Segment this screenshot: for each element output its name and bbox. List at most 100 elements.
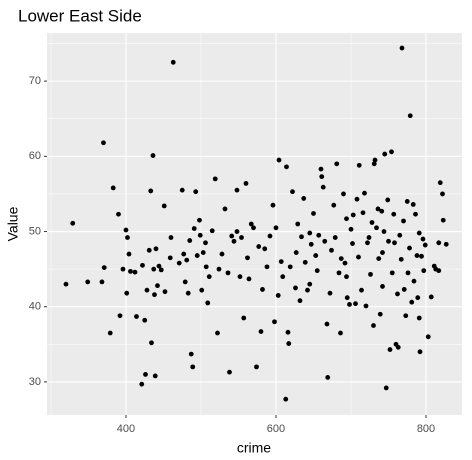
point xyxy=(338,330,343,336)
point xyxy=(371,323,376,328)
point xyxy=(286,341,292,346)
point xyxy=(436,240,442,246)
point xyxy=(222,206,228,212)
point xyxy=(152,292,157,298)
y-tick-label: 50 xyxy=(29,225,41,237)
point xyxy=(420,236,426,242)
point xyxy=(256,244,262,249)
point xyxy=(436,268,442,274)
point xyxy=(187,238,193,243)
point xyxy=(245,255,250,261)
point xyxy=(170,59,176,65)
point xyxy=(374,225,379,231)
point xyxy=(380,284,385,289)
point xyxy=(316,232,322,238)
point xyxy=(338,256,344,261)
point xyxy=(126,251,132,257)
point xyxy=(179,187,185,193)
point xyxy=(188,351,194,357)
y-tick-label: 60 xyxy=(29,150,41,162)
point xyxy=(347,302,352,307)
point xyxy=(181,251,187,257)
point xyxy=(334,161,340,167)
point xyxy=(299,234,304,240)
point xyxy=(389,149,394,155)
point xyxy=(293,285,298,291)
point xyxy=(197,217,202,223)
point xyxy=(229,233,235,239)
point xyxy=(318,166,324,172)
point xyxy=(206,274,212,280)
point xyxy=(399,45,405,51)
point xyxy=(411,278,417,284)
point xyxy=(308,241,314,247)
point xyxy=(219,251,225,257)
point xyxy=(313,253,319,258)
point xyxy=(380,250,385,255)
x-tick-label: 400 xyxy=(117,423,135,435)
point xyxy=(148,188,154,194)
point xyxy=(167,255,173,261)
point xyxy=(190,364,196,370)
point xyxy=(356,254,361,260)
point xyxy=(184,257,190,263)
point xyxy=(376,256,382,261)
point xyxy=(161,203,167,209)
point xyxy=(284,164,289,170)
point xyxy=(99,279,105,285)
point xyxy=(241,315,247,321)
point xyxy=(421,268,427,274)
point xyxy=(146,247,152,253)
point xyxy=(278,259,284,264)
point xyxy=(342,260,348,266)
point xyxy=(404,199,410,204)
point xyxy=(362,190,367,196)
x-tick-label: 600 xyxy=(267,423,285,435)
point xyxy=(407,245,412,251)
point xyxy=(359,287,364,293)
x-axis-label: crime xyxy=(237,440,271,456)
point xyxy=(382,151,388,157)
point xyxy=(234,229,240,234)
point xyxy=(152,373,158,379)
point xyxy=(403,313,409,319)
point xyxy=(254,364,259,370)
point xyxy=(401,218,406,224)
point xyxy=(212,176,218,182)
point xyxy=(344,274,349,280)
point xyxy=(116,211,121,217)
point xyxy=(331,202,337,208)
point xyxy=(107,330,113,336)
point xyxy=(156,263,162,269)
point xyxy=(341,191,346,197)
point xyxy=(155,283,160,289)
point xyxy=(264,264,270,270)
y-axis-label: Value xyxy=(5,206,21,241)
point xyxy=(365,240,370,246)
point xyxy=(209,228,215,234)
point xyxy=(350,241,355,246)
point xyxy=(197,232,203,238)
point xyxy=(428,294,434,300)
point xyxy=(422,242,428,248)
point xyxy=(409,299,415,305)
point xyxy=(392,240,397,246)
point xyxy=(413,211,418,217)
point xyxy=(251,225,256,231)
point xyxy=(258,329,264,334)
point xyxy=(203,240,208,246)
point xyxy=(301,196,307,201)
point xyxy=(248,221,254,227)
point xyxy=(368,271,373,277)
point xyxy=(405,270,411,276)
point xyxy=(158,267,164,273)
point xyxy=(128,268,133,274)
point xyxy=(425,334,431,340)
point xyxy=(287,264,293,270)
point xyxy=(132,269,138,275)
point xyxy=(295,221,301,227)
point xyxy=(386,238,391,244)
point xyxy=(401,287,407,292)
point xyxy=(117,313,123,319)
